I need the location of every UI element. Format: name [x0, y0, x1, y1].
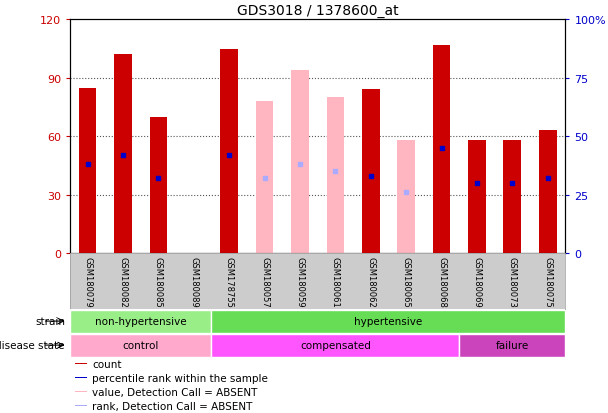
- Text: GSM180065: GSM180065: [402, 256, 410, 307]
- Title: GDS3018 / 1378600_at: GDS3018 / 1378600_at: [237, 4, 398, 18]
- Text: compensated: compensated: [300, 340, 371, 350]
- Text: control: control: [123, 340, 159, 350]
- Text: GSM180069: GSM180069: [472, 256, 482, 307]
- Bar: [459, 334, 565, 357]
- Bar: [75, 377, 88, 378]
- Text: hypertensive: hypertensive: [354, 316, 423, 326]
- Text: value, Detection Call = ABSENT: value, Detection Call = ABSENT: [92, 387, 258, 397]
- Bar: [212, 334, 459, 357]
- Bar: [150, 117, 167, 254]
- Bar: [79, 88, 97, 254]
- Text: rank, Detection Call = ABSENT: rank, Detection Call = ABSENT: [92, 401, 252, 411]
- Text: GSM180082: GSM180082: [119, 256, 128, 307]
- Bar: [468, 141, 486, 254]
- Bar: [326, 98, 344, 254]
- Text: GSM180068: GSM180068: [437, 256, 446, 307]
- Text: non-hypertensive: non-hypertensive: [95, 316, 187, 326]
- Text: strain: strain: [35, 316, 65, 326]
- Text: GSM180059: GSM180059: [295, 256, 305, 307]
- Bar: [397, 141, 415, 254]
- Text: GSM180075: GSM180075: [543, 256, 552, 307]
- Bar: [539, 131, 556, 254]
- Text: disease state: disease state: [0, 340, 65, 350]
- Text: GSM178755: GSM178755: [225, 256, 233, 307]
- Bar: [114, 55, 132, 254]
- Bar: [220, 50, 238, 254]
- Text: GSM180062: GSM180062: [366, 256, 375, 307]
- Bar: [70, 334, 212, 357]
- Bar: [362, 90, 379, 254]
- Bar: [433, 45, 451, 254]
- Bar: [256, 102, 274, 254]
- Bar: [212, 310, 565, 333]
- Bar: [75, 391, 88, 392]
- Text: GSM180073: GSM180073: [508, 256, 517, 307]
- Text: GSM180061: GSM180061: [331, 256, 340, 307]
- Bar: [503, 141, 521, 254]
- Text: failure: failure: [496, 340, 529, 350]
- Text: GSM180057: GSM180057: [260, 256, 269, 307]
- Text: percentile rank within the sample: percentile rank within the sample: [92, 373, 268, 383]
- Bar: [75, 363, 88, 364]
- Bar: [70, 310, 212, 333]
- Bar: [75, 405, 88, 406]
- Text: GSM180085: GSM180085: [154, 256, 163, 307]
- Bar: [291, 71, 309, 254]
- Text: GSM180089: GSM180089: [189, 256, 198, 307]
- Text: GSM180079: GSM180079: [83, 256, 92, 307]
- Text: count: count: [92, 359, 122, 369]
